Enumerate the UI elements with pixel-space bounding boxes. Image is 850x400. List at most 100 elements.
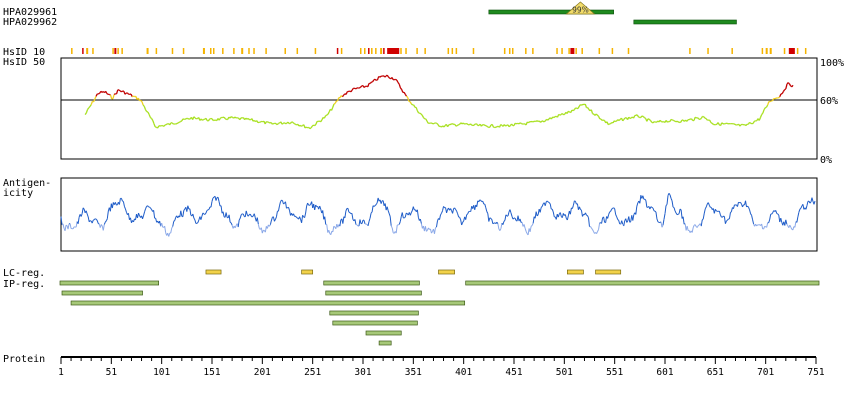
antigenicity-curve-segment	[369, 213, 372, 219]
identity-curve-segment	[315, 121, 318, 125]
antigenicity-curve-segment	[435, 226, 437, 229]
antigenicity-curve-segment	[67, 223, 70, 230]
antigenicity-curve-segment	[127, 213, 130, 220]
lc-region-bar[interactable]	[595, 269, 622, 275]
antigenicity-curve-segment	[404, 212, 407, 218]
identity-curve-segment	[311, 124, 314, 127]
lc-region-bar[interactable]	[205, 269, 222, 275]
identity-curve-segment	[247, 118, 250, 121]
antigenicity-curve-segment	[328, 230, 331, 234]
identity-curve-segment	[691, 118, 694, 122]
hsid10-segment	[561, 48, 563, 54]
identity-curve-segment	[131, 95, 134, 98]
ip-region-bar[interactable]	[59, 280, 159, 286]
identity-curve-segment	[297, 123, 300, 127]
antigenicity-curve-segment	[281, 199, 283, 202]
lc-region-bar[interactable]	[301, 269, 314, 275]
ip-region-bar[interactable]	[61, 290, 143, 296]
antigenicity-curve-segment	[234, 225, 237, 229]
identity-curve-segment	[476, 123, 479, 126]
antigenicity-curve-segment	[509, 209, 512, 214]
identity-curve-segment	[337, 97, 340, 101]
identity-curve-segment	[285, 122, 288, 125]
identity-curve-segment	[187, 117, 190, 120]
hsid10-segment	[689, 48, 691, 54]
antigenicity-curve-segment	[766, 222, 769, 228]
antigenicity-curve-segment	[208, 206, 211, 210]
antigenicity-curve-segment	[535, 211, 538, 217]
antibody-label-1[interactable]: HPA029961	[3, 7, 57, 18]
identity-curve-segment	[454, 123, 457, 127]
hsid10-segment	[92, 48, 94, 54]
antigenicity-curve-segment	[548, 201, 550, 203]
identity-curve-segment	[652, 121, 655, 124]
antigenicity-curve-segment	[390, 225, 393, 229]
identity-curve-segment	[415, 107, 418, 111]
identity-plot-frame	[60, 57, 818, 160]
antigenicity-curve-segment	[790, 227, 793, 230]
identity-curve-segment	[121, 90, 123, 93]
antigenicity-curve-segment	[587, 215, 589, 218]
identity-curve-segment	[194, 117, 197, 120]
antigenicity-curve-segment	[462, 220, 465, 223]
lc-region-bar[interactable]	[567, 269, 584, 275]
hsid10-segment	[765, 48, 768, 54]
antigenicity-curve-segment	[333, 225, 336, 228]
identity-curve-segment	[105, 90, 108, 94]
antigenicity-curve-segment	[391, 227, 394, 233]
identity-curve-segment	[592, 112, 594, 115]
identity-curve-segment	[267, 121, 270, 124]
identity-curve-segment	[547, 118, 550, 121]
antigenicity-curve-segment	[727, 218, 729, 221]
hsid10-segment	[359, 48, 362, 54]
antibody-bar-1[interactable]	[488, 9, 614, 15]
identity-curve-segment	[433, 122, 436, 125]
identity-curve-segment	[473, 123, 476, 126]
ip-region-bar[interactable]	[332, 320, 418, 326]
lc-region-bar[interactable]	[438, 269, 455, 275]
antibody-bar-2[interactable]	[633, 19, 737, 25]
antigenicity-curve-segment	[206, 209, 209, 211]
ip-region-bar[interactable]	[465, 280, 820, 286]
antigenicity-curve-segment	[450, 208, 453, 211]
identity-curve-segment	[778, 96, 781, 99]
antigenicity-curve-segment	[789, 224, 792, 228]
antigenicity-curve-segment	[487, 213, 490, 222]
identity-curve-segment	[680, 119, 683, 123]
antigenicity-curve-segment	[324, 216, 327, 225]
antigenicity-curve-segment	[702, 213, 705, 220]
antigenicity-curve-segment	[592, 229, 594, 232]
identity-curve-segment	[437, 124, 440, 127]
antigenicity-curve-segment	[775, 210, 778, 214]
identity-curve-segment	[559, 113, 562, 116]
identity-curve-segment	[149, 116, 153, 119]
ip-region-bar[interactable]	[323, 280, 420, 286]
ip-region-bar[interactable]	[329, 310, 419, 316]
identity-curve-segment	[587, 107, 590, 110]
antigenicity-curve-segment	[628, 216, 631, 223]
antigenicity-curve-segment	[692, 224, 695, 228]
ip-region-bar[interactable]	[365, 330, 402, 336]
antigenicity-curve-segment	[724, 220, 727, 224]
identity-curve-segment	[180, 120, 183, 123]
identity-curve-segment	[641, 115, 644, 118]
antigenicity-curve-segment	[457, 213, 460, 218]
ip-region-bar[interactable]	[325, 290, 422, 296]
antigenicity-curve-segment	[748, 207, 751, 210]
antigenicity-curve-segment	[632, 214, 635, 221]
antigenicity-curve-segment	[284, 201, 287, 209]
ip-region-bar[interactable]	[70, 300, 466, 306]
antigenicity-curve-segment	[319, 205, 322, 210]
antibody-label-2[interactable]: HPA029962	[3, 17, 57, 28]
identity-curve-segment	[759, 114, 763, 118]
hsid10-segment	[556, 48, 558, 54]
antigenicity-curve-segment	[610, 209, 613, 212]
ip-region-bar[interactable]	[378, 340, 392, 346]
antigenicity-curve-segment	[661, 224, 664, 228]
identity-curve-segment	[145, 109, 148, 113]
antigenicity-curve-segment	[398, 221, 401, 225]
antigenicity-curve-segment	[171, 226, 174, 229]
hsid10-segment	[117, 48, 119, 54]
antigenicity-curve-segment	[529, 226, 532, 232]
antigenicity-curve-segment	[585, 212, 587, 216]
